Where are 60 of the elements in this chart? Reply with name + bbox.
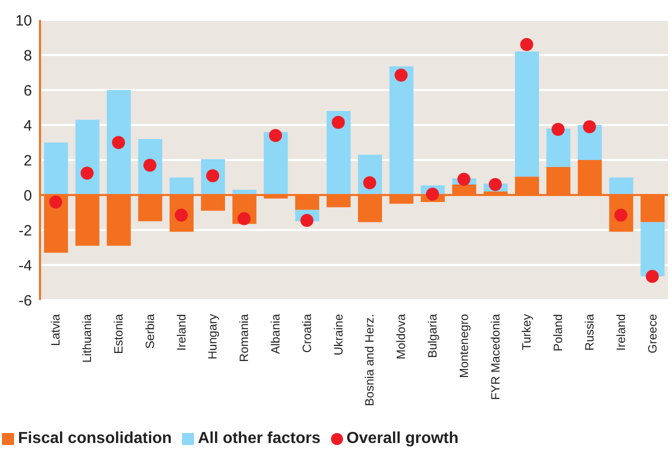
point: [520, 38, 534, 51]
x-tick-label: Bulgaria: [426, 314, 440, 358]
point: [332, 116, 345, 129]
x-tick-label: Romania: [237, 314, 252, 362]
x-tick-label: Montenegro: [456, 314, 471, 378]
point: [394, 68, 408, 82]
y-tick-label: 0: [24, 187, 32, 204]
bar: [75, 120, 100, 195]
legend-label: All other factors: [196, 430, 320, 448]
point: [583, 120, 596, 134]
x-tick-label: Greece: [645, 314, 660, 354]
bar: [44, 142, 68, 195]
bar: [170, 178, 194, 195]
x-tick-label: Latvia: [48, 314, 63, 346]
point: [80, 166, 94, 180]
point: [49, 196, 62, 208]
y-tick-label: 2: [24, 152, 32, 170]
x-tick-label: FYR Macedonia: [488, 314, 502, 400]
y-tick-label: -4: [18, 257, 32, 274]
point: [646, 270, 659, 283]
bar: [515, 52, 539, 177]
y-tick-label: -2: [18, 222, 32, 240]
x-tick-label: Croatia: [300, 314, 314, 353]
x-tick-label: Bosnia and Herz.: [362, 314, 377, 406]
point: [426, 188, 439, 201]
x-tick-label: Estonia: [112, 314, 126, 354]
y-tick-label: 6: [24, 82, 32, 100]
x-tick-label: Ukraine: [331, 314, 346, 356]
y-tick-label: 8: [24, 47, 32, 64]
x-tick-label: Lithuania: [80, 314, 94, 363]
point: [457, 172, 470, 186]
x-tick-label: Ireland: [174, 314, 188, 351]
x-tick-label: Albania: [268, 314, 282, 354]
x-tick-label: Hungary: [206, 314, 220, 360]
x-tick-label: Serbia: [142, 314, 157, 349]
point: [552, 122, 565, 136]
x-tick-label: Russia: [582, 314, 596, 351]
y-tick-label: -6: [18, 292, 32, 310]
legend-label: Overall growth: [346, 430, 459, 448]
bar: [264, 132, 288, 195]
bar: [326, 111, 351, 195]
x-tick-label: Poland: [551, 314, 566, 352]
legend-label: Fiscal consolidation: [17, 430, 172, 448]
y-tick-label: 4: [24, 117, 32, 134]
y-tick-label: 10: [15, 12, 32, 30]
bar: [609, 178, 634, 195]
point: [269, 129, 282, 142]
x-tick-label: Ireland: [614, 314, 628, 351]
point: [300, 214, 314, 227]
point: [143, 158, 156, 172]
point: [112, 136, 125, 149]
x-tick-label: Moldova: [394, 314, 408, 360]
point: [363, 176, 376, 190]
point: [238, 212, 251, 226]
x-tick-label: Turkey: [520, 314, 534, 350]
bar: [389, 66, 414, 195]
bar: [106, 90, 131, 195]
bar: [640, 222, 665, 276]
bar: [546, 128, 570, 167]
point: [488, 178, 502, 191]
